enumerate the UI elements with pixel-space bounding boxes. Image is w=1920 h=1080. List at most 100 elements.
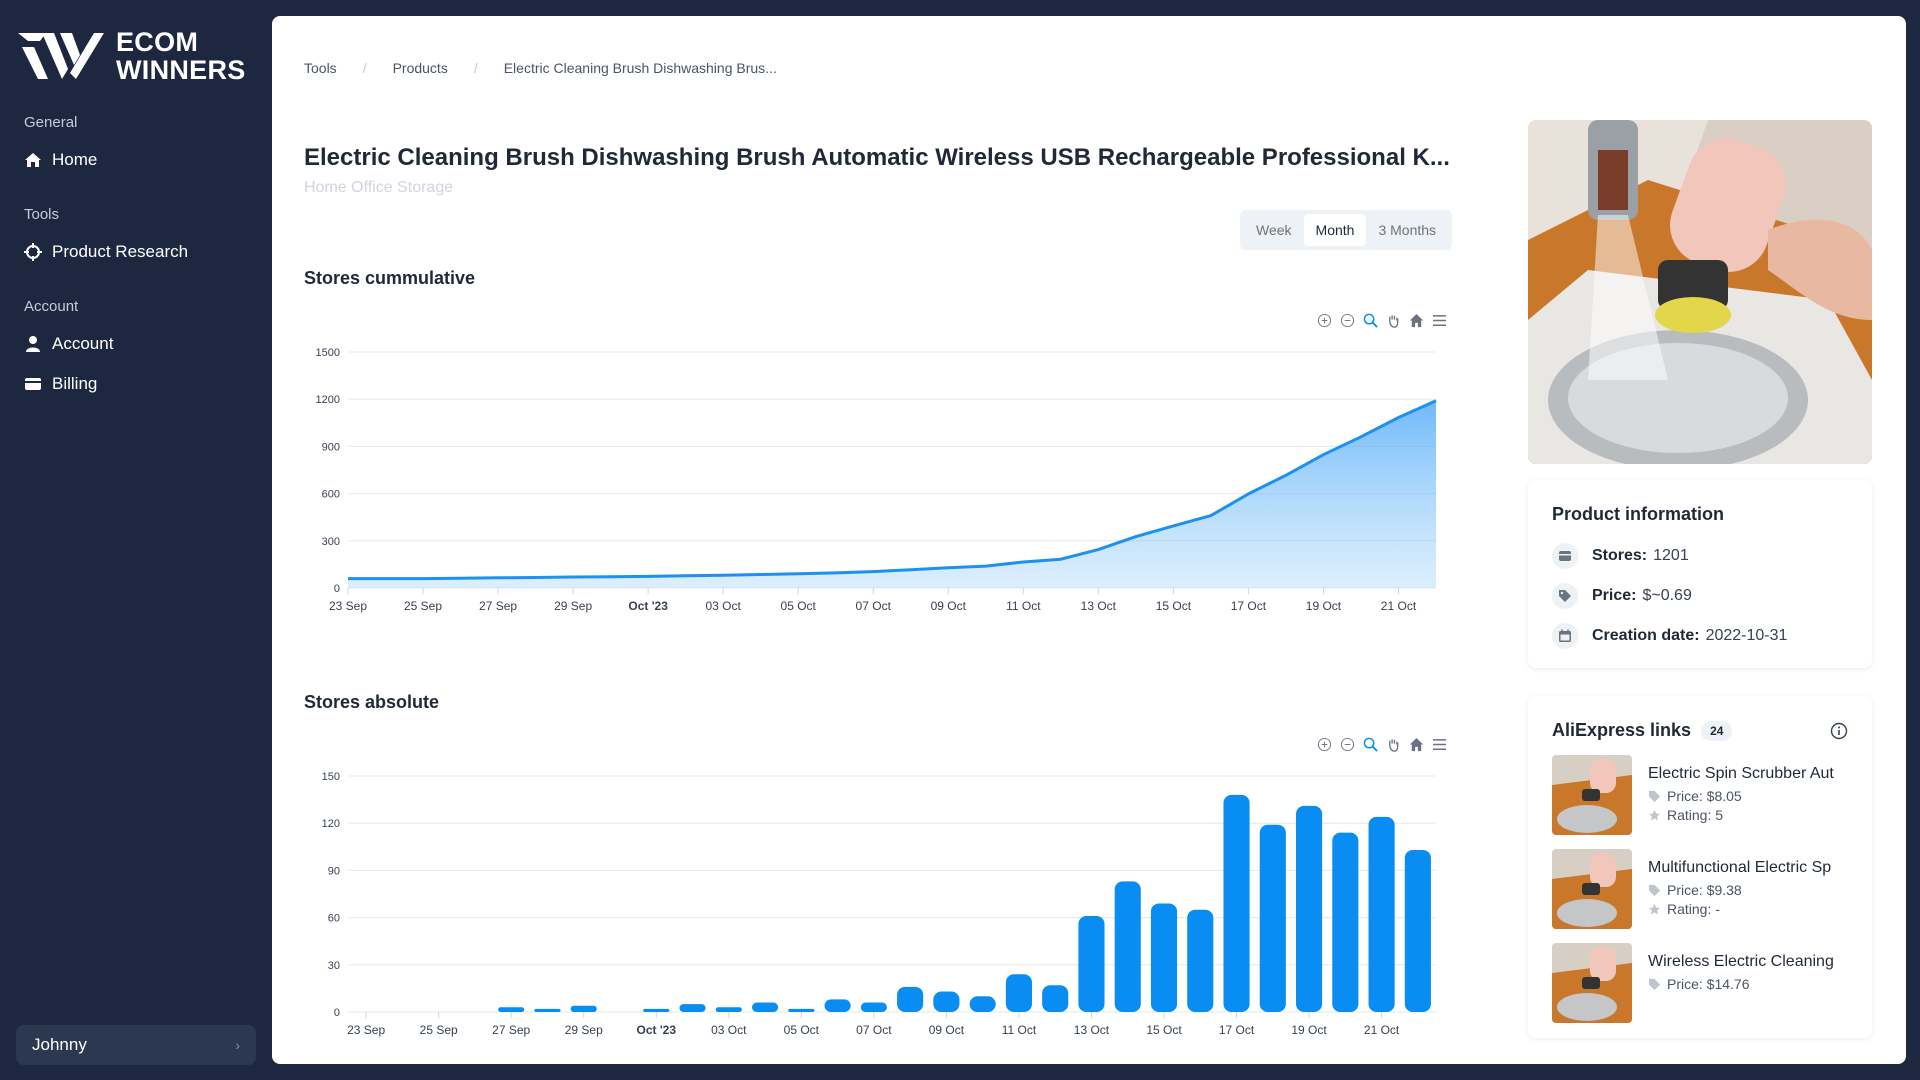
chart-title-absolute: Stores absolute <box>304 692 440 712</box>
x-tick-label: 25 Sep <box>404 599 442 613</box>
info-row-creation-date: Creation date: 2022-10-31 <box>1552 623 1848 649</box>
bar <box>679 1004 706 1012</box>
brand-line2: WINNERS <box>116 55 246 85</box>
bar <box>860 1002 887 1012</box>
y-tick-label: 600 <box>322 489 340 501</box>
x-tick-label: 29 Sep <box>554 599 592 613</box>
info-label: Stores: <box>1592 547 1648 564</box>
bar <box>1296 805 1323 1012</box>
breadcrumb-separator: / <box>362 60 367 76</box>
y-tick-label: 300 <box>322 536 340 548</box>
nav-section-account: Account <box>24 298 79 315</box>
y-tick-label: 1200 <box>316 394 340 406</box>
y-tick-label: 0 <box>334 1007 340 1019</box>
aliexpress-thumbnail <box>1552 943 1632 1023</box>
time-range-selector: Week Month 3 Months <box>1240 210 1453 250</box>
zoom-out-icon[interactable] <box>1339 736 1356 753</box>
product-information-title: Product information <box>1552 504 1724 524</box>
info-icon[interactable] <box>1830 722 1848 740</box>
aliexpress-item[interactable]: Electric Spin Scrubber Aut Price: $8.05 … <box>1552 755 1848 835</box>
x-tick-label: 27 Sep <box>492 1023 530 1037</box>
y-tick-label: 120 <box>322 818 340 830</box>
y-tick-label: 30 <box>328 960 340 972</box>
zoom-in-icon[interactable] <box>1316 312 1333 329</box>
nav-section-general: General <box>24 114 78 131</box>
x-tick-label: 23 Sep <box>329 599 367 613</box>
zoom-out-icon[interactable] <box>1339 312 1356 329</box>
bar <box>643 1008 670 1012</box>
bar <box>933 991 960 1012</box>
info-row-stores: Stores: 1201 <box>1552 543 1848 569</box>
sidebar-item-billing[interactable]: Billing <box>24 374 97 394</box>
x-tick-label: 03 Oct <box>705 599 741 613</box>
range-3-months-button[interactable]: 3 Months <box>1378 222 1437 238</box>
aliexpress-item[interactable]: Multifunctional Electric Sp Price: $9.38… <box>1552 849 1848 929</box>
menu-icon[interactable] <box>1431 736 1448 753</box>
user-menu-button[interactable]: Johnny › <box>16 1025 256 1065</box>
bar <box>1150 903 1178 1012</box>
range-month-button[interactable]: Month <box>1303 214 1367 246</box>
sidebar-item-account[interactable]: Account <box>24 334 113 354</box>
x-tick-label: 27 Sep <box>479 599 517 613</box>
brand-logo-mark <box>18 33 104 79</box>
y-tick-label: 150 <box>322 771 340 783</box>
x-tick-label: 11 Oct <box>1002 1023 1037 1037</box>
selection-zoom-icon[interactable] <box>1362 736 1379 753</box>
sidebar-item-label: Home <box>52 150 98 169</box>
bar <box>1368 816 1395 1012</box>
bar <box>498 1007 525 1012</box>
product-image[interactable] <box>1528 120 1872 464</box>
product-information-card: Product information Stores: 1201 Price: … <box>1528 480 1872 668</box>
rating-text: Rating: - <box>1667 901 1720 917</box>
x-tick-label: 17 Oct <box>1231 599 1267 613</box>
x-tick-label: 15 Oct <box>1156 599 1192 613</box>
aliexpress-header: AliExpress links 24 <box>1552 720 1848 741</box>
y-tick-label: 60 <box>328 913 340 925</box>
bar <box>570 1005 597 1012</box>
selection-zoom-icon[interactable] <box>1362 312 1379 329</box>
x-tick-label: 25 Sep <box>420 1023 458 1037</box>
pan-hand-icon[interactable] <box>1385 736 1402 753</box>
bar <box>1332 832 1359 1012</box>
x-tick-label: 05 Oct <box>784 1023 820 1037</box>
bar <box>1187 909 1214 1012</box>
y-tick-label: 90 <box>328 865 340 877</box>
bar <box>1042 985 1069 1012</box>
x-tick-label: 19 Oct <box>1291 1023 1327 1037</box>
aliexpress-item[interactable]: Wireless Electric Cleaning Price: $14.76 <box>1552 943 1848 1023</box>
chart-title-cumulative: Stores cummulative <box>304 268 476 288</box>
sidebar-item-product-research[interactable]: Product Research <box>24 242 188 262</box>
range-week-button[interactable]: Week <box>1256 222 1292 238</box>
breadcrumb-products[interactable]: Products <box>392 60 448 76</box>
bar <box>1078 916 1105 1012</box>
price-text: Price: $14.76 <box>1667 976 1750 992</box>
menu-icon[interactable] <box>1431 312 1448 329</box>
info-value: 2022-10-31 <box>1705 627 1788 644</box>
price-text: Price: $9.38 <box>1667 882 1742 898</box>
brand-line1: ECOM <box>116 27 199 57</box>
x-tick-label: Oct '23 <box>628 599 668 613</box>
reset-home-icon[interactable] <box>1408 736 1425 753</box>
sidebar-item-home[interactable]: Home <box>24 150 97 170</box>
user-name: Johnny <box>32 1035 87 1054</box>
breadcrumb-tools[interactable]: Tools <box>304 60 337 76</box>
info-row-price: Price: $~0.69 <box>1552 583 1848 609</box>
rating-text: Rating: 5 <box>1667 807 1724 823</box>
info-label: Price: <box>1592 587 1637 604</box>
bar <box>1404 849 1431 1012</box>
x-tick-label: Oct '23 <box>636 1023 676 1037</box>
bar <box>1114 881 1141 1012</box>
area-fill <box>348 400 1436 588</box>
brand-logo[interactable]: ECOM WINNERS <box>16 28 246 84</box>
x-tick-label: 13 Oct <box>1081 599 1117 613</box>
bar <box>1223 794 1250 1012</box>
breadcrumb-current: Electric Cleaning Brush Dishwashing Brus… <box>503 60 777 76</box>
zoom-in-icon[interactable] <box>1316 736 1333 753</box>
x-tick-label: 21 Oct <box>1364 1023 1400 1037</box>
x-tick-label: 11 Oct <box>1006 599 1041 613</box>
breadcrumb: Tools / Products / Electric Cleaning Bru… <box>304 60 777 76</box>
pan-hand-icon[interactable] <box>1385 312 1402 329</box>
chart-toolbar <box>1316 736 1448 753</box>
reset-home-icon[interactable] <box>1408 312 1425 329</box>
aliexpress-title: AliExpress links <box>1552 720 1692 740</box>
